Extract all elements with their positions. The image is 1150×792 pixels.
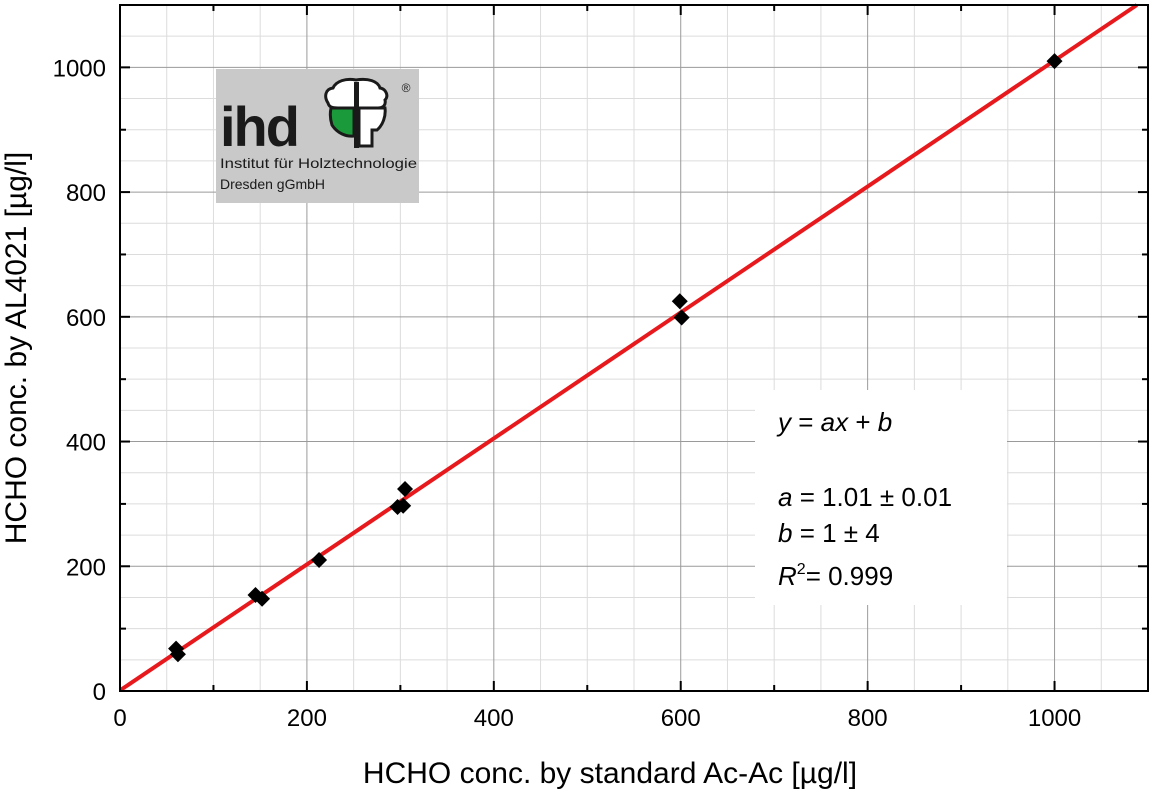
data-point xyxy=(673,309,690,326)
logo-city: Dresden gGmbH xyxy=(220,176,325,192)
registered-mark: ® xyxy=(402,81,411,95)
fit-line-group xyxy=(118,3,1139,693)
fit-r-squared: R2= 0.999 xyxy=(778,561,893,591)
x-tick-label: 200 xyxy=(287,705,327,732)
y-tick-label: 0 xyxy=(93,679,106,706)
y-tick-label: 600 xyxy=(66,305,106,332)
data-points xyxy=(168,53,1063,663)
logo-wordmark: ihd xyxy=(220,95,298,158)
x-tick-labels: 0 200 400 600 800 1000 xyxy=(113,705,1081,732)
annotation-background xyxy=(755,390,1007,605)
ihd-logo: ihd ® Institut für Holztechnologie Dresd… xyxy=(216,69,419,203)
y-tick-labels: 0 200 400 600 800 1000 xyxy=(53,55,106,706)
x-tick-label: 800 xyxy=(848,705,888,732)
data-point xyxy=(395,497,412,514)
logo-institute-name: Institut für Holztechnologie xyxy=(220,155,417,171)
fit-intercept: b = 1 ± 4 xyxy=(778,518,880,548)
y-tick-label: 200 xyxy=(66,554,106,581)
y-tick-label: 1000 xyxy=(53,55,106,82)
x-tick-label: 0 xyxy=(113,705,126,732)
fit-equation: y = ax + b xyxy=(776,407,892,437)
x-axis-label: HCHO conc. by standard Ac-Ac [µg/l] xyxy=(363,757,857,790)
y-axis-label: HCHO conc. by AL4021 [µg/l] xyxy=(0,152,33,544)
y-tick-label: 800 xyxy=(66,180,106,207)
data-point xyxy=(169,646,186,663)
data-point xyxy=(311,552,328,569)
data-point xyxy=(1046,53,1063,70)
plot-frame xyxy=(119,4,1149,692)
fit-annotation: y = ax + b a = 1.01 ± 0.01 b = 1 ± 4 R2=… xyxy=(755,390,1007,605)
y-tick-label: 400 xyxy=(66,430,106,457)
fit-slope: a = 1.01 ± 0.01 xyxy=(778,482,952,512)
data-point xyxy=(397,480,414,497)
tree-icon xyxy=(324,77,389,148)
data-point xyxy=(254,590,271,607)
x-tick-label: 400 xyxy=(474,705,514,732)
x-tick-label: 600 xyxy=(661,705,701,732)
data-point xyxy=(671,293,688,310)
x-tick-label: 1000 xyxy=(1028,705,1081,732)
fit-line xyxy=(118,3,1139,693)
